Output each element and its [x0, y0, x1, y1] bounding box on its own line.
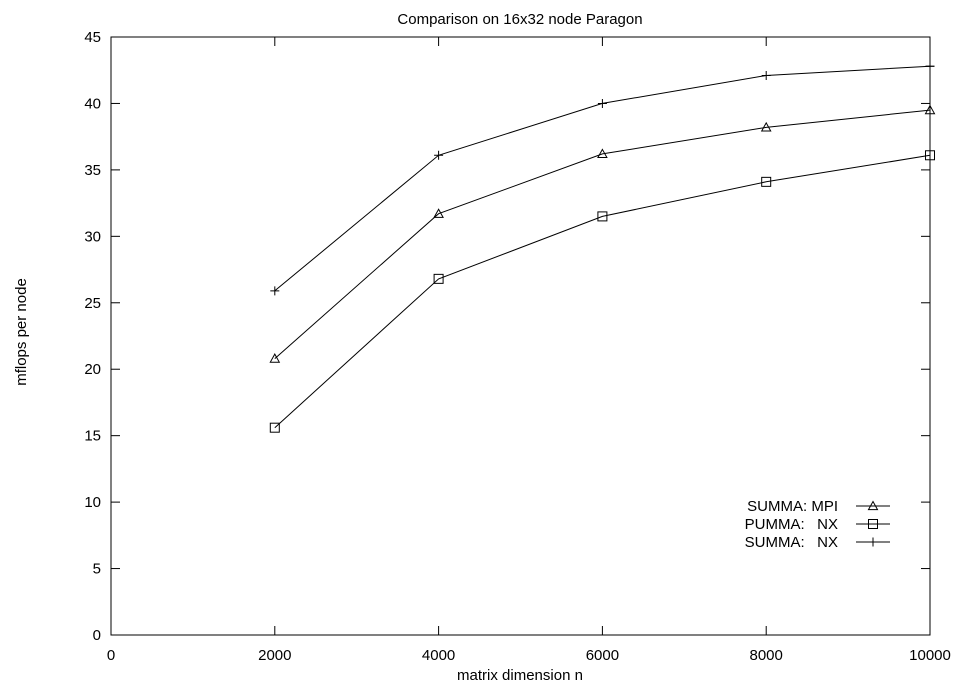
- chart-title: Comparison on 16x32 node Paragon: [397, 11, 642, 28]
- legend-label: PUMMA: NX: [745, 516, 838, 533]
- data-point: [433, 273, 444, 284]
- y-tick-label: 40: [84, 95, 101, 112]
- y-tick-label: 45: [84, 29, 101, 46]
- x-tick-label: 10000: [909, 647, 951, 664]
- y-tick-label: 15: [84, 428, 101, 445]
- legend-marker: [868, 537, 878, 547]
- axis-ticks: 0 2000 4000 6000 8000 10000 0 5 10 15 20 25 30 35 40 45: [84, 29, 951, 664]
- data-point: [269, 353, 281, 363]
- data-point: [760, 121, 772, 132]
- y-tick-label: 35: [84, 162, 101, 179]
- data-point: [434, 150, 444, 160]
- x-tick-label: 4000: [422, 647, 455, 664]
- series-triangle: [269, 104, 936, 363]
- data-point: [761, 71, 771, 81]
- y-axis-label: mflops per node: [13, 278, 30, 386]
- legend-marker: [867, 500, 879, 511]
- series-plus: [270, 61, 935, 296]
- y-tick-label: 5: [93, 561, 101, 578]
- x-axis-label: matrix dimension n: [457, 667, 583, 684]
- data-point: [925, 61, 935, 71]
- x-tick-label: 2000: [258, 647, 291, 664]
- series-line: [274, 109, 931, 359]
- data-point: [597, 98, 607, 108]
- legend-marker: [868, 519, 878, 529]
- data-point: [433, 208, 444, 218]
- data-point: [270, 286, 280, 296]
- data-point: [761, 176, 772, 187]
- y-tick-label: 10: [84, 494, 101, 511]
- series-square: [269, 150, 935, 433]
- data-point: [925, 150, 935, 161]
- legend-label: SUMMA: NX: [745, 534, 838, 551]
- data-point: [597, 211, 608, 222]
- x-tick-label: 0: [107, 647, 115, 664]
- data-point: [269, 422, 280, 433]
- y-tick-label: 25: [84, 295, 101, 312]
- x-tick-label: 6000: [586, 647, 619, 664]
- series-line: [274, 154, 931, 429]
- data-point: [924, 104, 936, 115]
- plot-axes: [110, 36, 931, 636]
- y-tick-label: 0: [93, 627, 101, 644]
- legend-label: SUMMA: MPI: [747, 498, 838, 515]
- y-tick-label: 30: [84, 228, 101, 245]
- series-layer: [269, 61, 936, 433]
- data-point: [597, 148, 608, 159]
- x-tick-label: 8000: [750, 647, 783, 664]
- y-tick-label: 20: [84, 361, 101, 378]
- plot-frame: [110, 36, 931, 636]
